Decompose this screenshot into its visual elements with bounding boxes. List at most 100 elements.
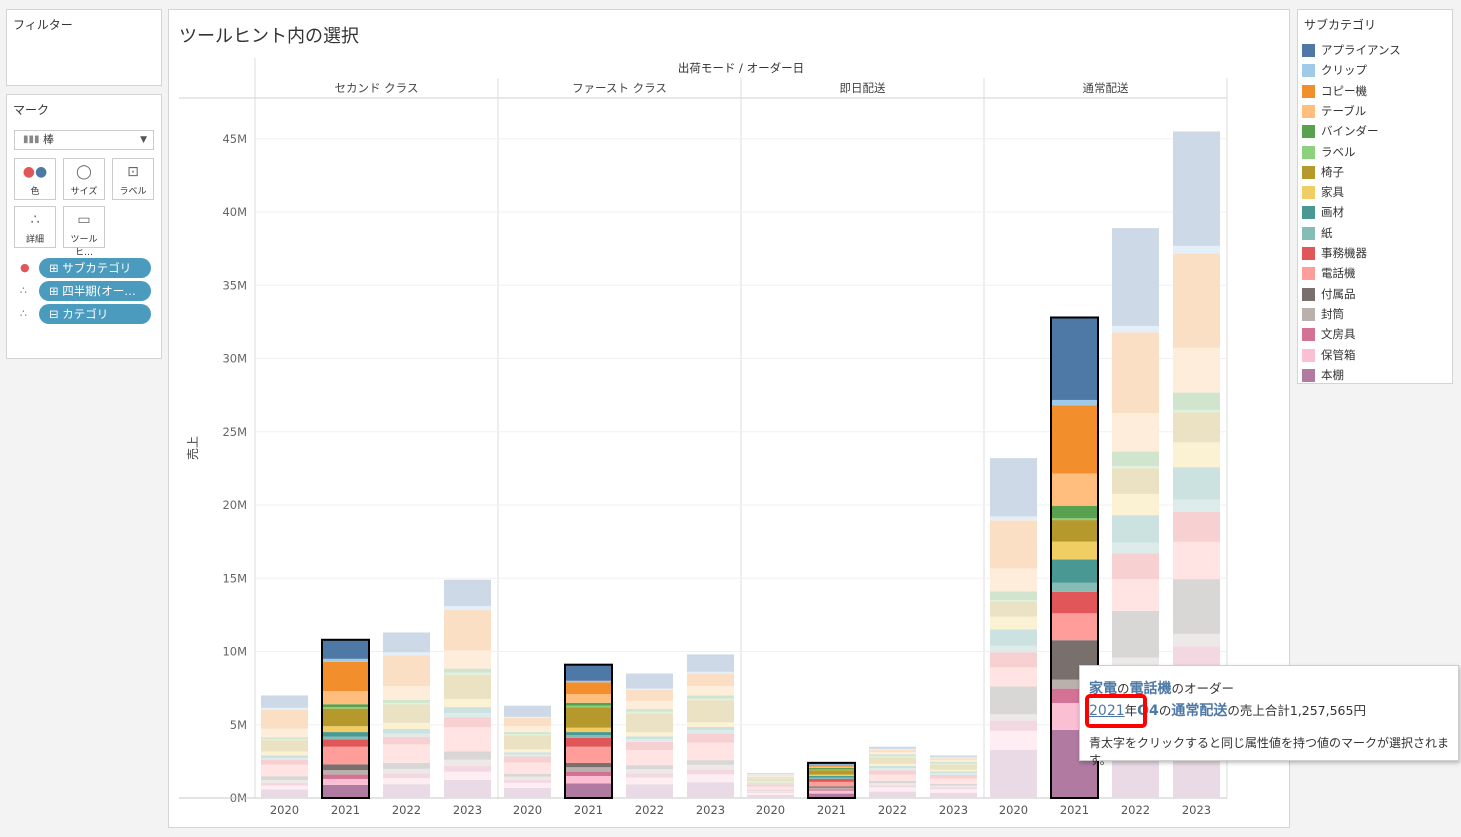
pill-category[interactable]: ⊟ カテゴリ — [39, 304, 151, 324]
legend-label: 封筒 — [1321, 306, 1344, 321]
pill-row-quarter: ∴ ⊞ 四半期(オー… — [17, 281, 163, 301]
bar-segment — [1112, 578, 1159, 611]
y-tick-label: 5M — [230, 718, 247, 732]
bar-segment — [1112, 542, 1159, 554]
tooltip-icon: ▭ — [77, 212, 91, 228]
bar-segment — [808, 764, 855, 766]
bar-segment — [747, 790, 794, 792]
bar-segment — [1112, 515, 1159, 543]
x-tick-label: 2022 — [635, 803, 664, 817]
bar-segment — [869, 765, 916, 769]
bar-segment — [626, 732, 673, 737]
bar-segment — [565, 737, 612, 747]
bar-segment — [261, 737, 308, 740]
legend-swatch — [1302, 206, 1315, 220]
bar-segment — [444, 713, 491, 718]
bar-segment — [504, 779, 551, 783]
bar-segment — [1051, 541, 1098, 560]
bar-segment — [747, 774, 794, 775]
bar-segment — [504, 752, 551, 755]
bar-segment — [444, 759, 491, 766]
bar-segment — [626, 713, 673, 733]
bar-segment — [322, 691, 369, 705]
bar-segment — [504, 782, 551, 788]
legend-swatch — [1302, 226, 1315, 240]
tooltip-quarter-link[interactable]: Q4 — [1137, 703, 1159, 719]
filters-shelf[interactable]: フィルター — [6, 9, 162, 86]
tooltip-category-link[interactable]: 家電 — [1089, 681, 1117, 697]
color-card-label: 色 — [30, 187, 40, 197]
bar-segment — [1051, 679, 1098, 689]
tooltip-shipmode-link[interactable]: 通常配送 — [1171, 703, 1228, 719]
bar-segment — [930, 755, 977, 758]
x-tick-label: 2022 — [878, 803, 907, 817]
bar-segment — [383, 722, 430, 730]
bar-segment — [261, 776, 308, 780]
bar-segment — [869, 768, 916, 771]
bar-segment — [444, 707, 491, 714]
legend-swatch — [1302, 328, 1315, 342]
bar-segment — [626, 700, 673, 710]
bar-selected-outline — [564, 663, 613, 799]
bar-segment — [990, 616, 1037, 630]
bar-segment — [990, 714, 1037, 721]
bar-segment — [1173, 392, 1220, 410]
bar-segment — [261, 779, 308, 783]
bar-segment — [869, 757, 916, 764]
y-tick-label: 30M — [222, 352, 247, 366]
y-tick-label: 10M — [222, 645, 247, 659]
bar-segment — [930, 763, 977, 765]
size-icon: ◯ — [76, 164, 92, 180]
label-card[interactable]: ⊡ ラベル — [112, 158, 154, 200]
bar-segment — [869, 754, 916, 757]
bar-segment — [930, 787, 977, 790]
bar-segment — [990, 720, 1037, 731]
bar-segment — [1173, 442, 1220, 468]
bar-segment — [626, 769, 673, 774]
legend-swatch — [1302, 287, 1315, 301]
legend-label: 事務機器 — [1321, 246, 1367, 260]
bar-segment — [626, 711, 673, 714]
mark-type-dropdown[interactable]: ▮▮▮ 棒 ▼ — [14, 130, 154, 150]
tooltip-year-link[interactable]: 2021 — [1089, 703, 1125, 719]
tooltip-subcategory-link[interactable]: 電話機 — [1129, 681, 1172, 697]
bar-segment — [747, 791, 794, 793]
bar-segment — [261, 709, 308, 729]
bar-segment — [504, 776, 551, 780]
bar-segment — [504, 749, 551, 753]
bar-segment — [1173, 347, 1220, 393]
bar-segment — [322, 784, 369, 798]
size-card-label: サイズ — [70, 187, 98, 197]
bar-segment — [504, 716, 551, 718]
worksheet: ツールヒント内の選択 出荷モード / オーダー日 セカンド クラス ファースト クラ… — [168, 9, 1290, 828]
bar-segment — [930, 789, 977, 793]
bar-segment — [565, 727, 612, 733]
pill-quarter[interactable]: ⊞ 四半期(オー… — [39, 281, 151, 301]
tooltip-line-2: 2021年Q4の通常配送の売上合計1,257,565円 — [1085, 694, 1366, 728]
legend-swatch — [1302, 186, 1315, 200]
bar-segment — [930, 771, 977, 774]
size-card[interactable]: ◯ サイズ — [63, 158, 105, 200]
column-header: 出荷モード / オーダー日 — [678, 61, 804, 75]
bar-segment — [444, 751, 491, 760]
bar-segment — [444, 650, 491, 669]
bar-segment — [990, 645, 1037, 653]
bar-segment — [565, 707, 612, 728]
legend-swatch — [1302, 84, 1315, 98]
bar-segment — [444, 674, 491, 699]
bar-segment — [990, 629, 1037, 646]
bar-segment — [444, 771, 491, 780]
bar-segment — [322, 704, 369, 708]
tooltip-card[interactable]: ▭ ツールヒ… — [63, 206, 105, 258]
bar-segment — [261, 764, 308, 777]
bar-segment — [322, 658, 369, 662]
pill-subcategory[interactable]: ⊞ サブカテゴリ — [39, 258, 151, 278]
color-card[interactable]: ●● 色 — [14, 158, 56, 200]
detail-card[interactable]: ∴ 詳細 — [14, 206, 56, 248]
bar-segment — [444, 717, 491, 728]
legend-swatch — [1302, 348, 1315, 362]
bar-segment — [869, 770, 916, 775]
x-tick-label: 2021 — [331, 803, 360, 817]
tooltip-line-1: 家電の電話機のオーダー — [1089, 678, 1234, 698]
tooltip-hint: 青太字をクリックすると同じ属性値を持つ値のマークが選択されます。 — [1089, 736, 1450, 767]
